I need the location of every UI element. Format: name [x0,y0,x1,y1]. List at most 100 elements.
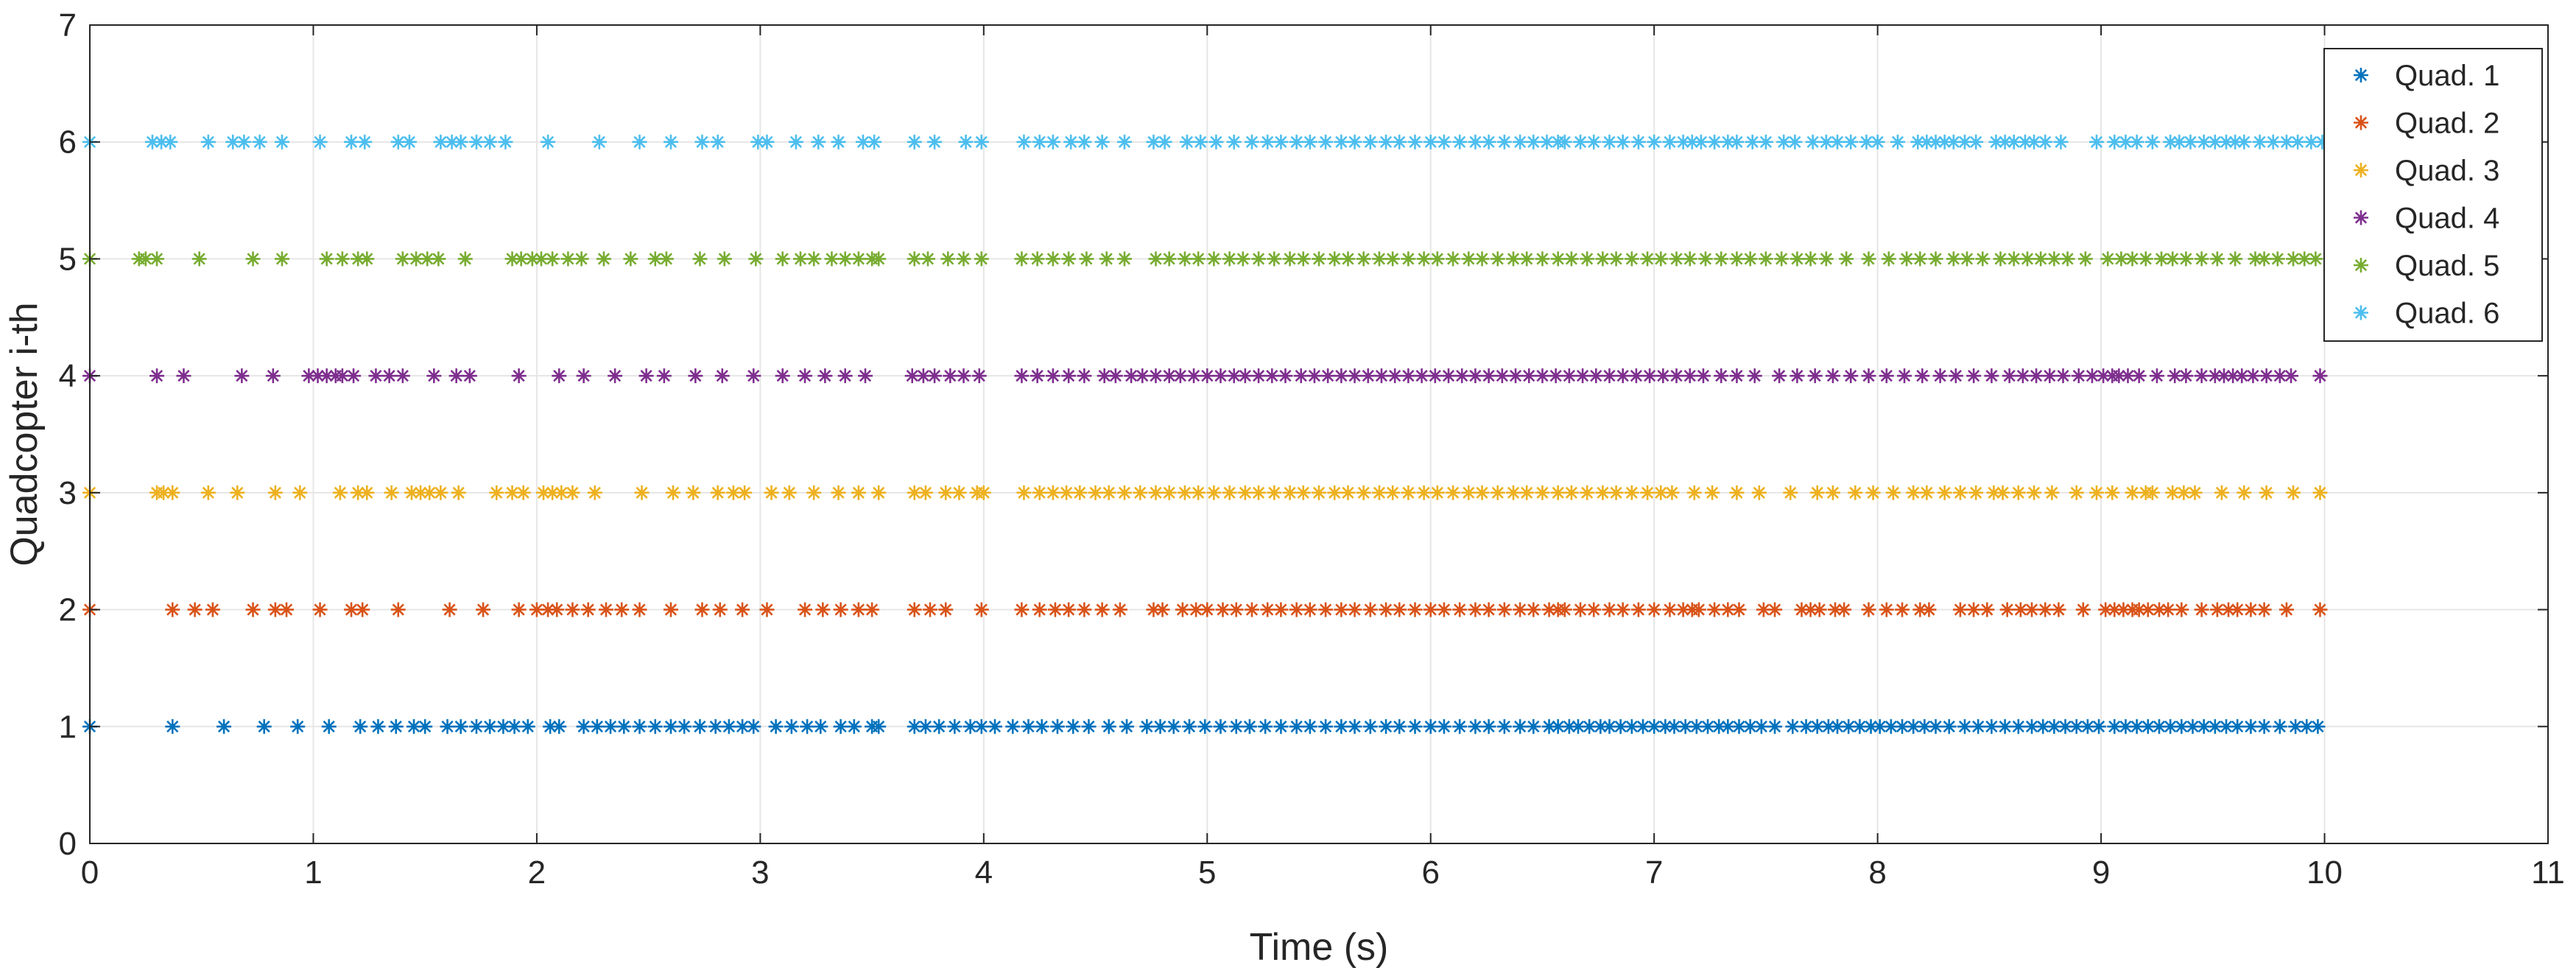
data-point [1429,485,1445,500]
data-point [149,251,165,267]
data-point [1753,719,1769,734]
data-point [418,719,433,734]
data-point [1861,251,1876,267]
data-point [1879,368,1894,384]
data-point [1312,485,1326,500]
data-point [837,368,853,384]
data-point [574,251,589,267]
data-point [2125,485,2140,500]
y-tick-label: 0 [59,826,77,862]
data-point [1061,368,1077,384]
data-point [1899,251,1915,267]
data-point [462,368,477,384]
data-point [1825,485,1840,500]
x-tick-label: 0 [81,855,99,891]
data-point [721,719,736,734]
data-point [2178,368,2194,384]
data-point [1825,368,1840,384]
data-point [725,485,741,500]
data-point [381,368,397,384]
data-point [353,719,368,734]
data-point [1072,485,1088,500]
data-point [1747,368,1762,384]
data-point [541,602,556,617]
data-point [1519,251,1535,267]
data-point [1222,251,1237,267]
data-point [1541,602,1557,617]
data-point [1968,485,1984,500]
data-point [274,134,289,150]
data-point [663,602,678,617]
data-point [529,602,544,617]
data-point [907,251,922,267]
data-point [256,719,272,734]
data-point [404,485,419,500]
data-point [1655,368,1671,384]
data-point [565,485,580,500]
data-point [1155,602,1170,617]
data-point [1251,368,1267,384]
data-point [1937,485,1952,500]
data-point [1172,368,1188,384]
data-point [2172,134,2187,150]
data-point [1452,134,1468,150]
y-tick-label: 5 [59,241,77,277]
data-point [1049,719,1065,734]
data-point [1602,719,1617,734]
data-point [2178,251,2194,267]
data-point [409,251,424,267]
data-point [764,485,779,500]
data-point [513,251,529,267]
data-point [1700,719,1716,734]
data-point [1273,134,1289,150]
data-point [1146,134,1161,150]
data-point [1005,719,1021,734]
data-point [638,368,654,384]
data-point [2165,251,2181,267]
data-point [692,251,708,267]
data-point [1045,368,1060,384]
data-point [963,719,978,734]
data-point [560,251,576,267]
data-point [1468,719,1483,734]
data-point [346,368,362,384]
data-point [1910,134,1926,150]
data-point [1952,485,1968,500]
data-point [504,251,520,267]
legend-label: Quad. 3 [2395,155,2499,187]
legend: Quad. 1 Quad. 2 Quad. 3 Quad. 4 Quad. 5 Quad.… [2323,48,2543,342]
data-point [2176,485,2192,500]
data-point [2105,485,2120,500]
data-point [788,134,803,150]
data-point [1099,251,1114,267]
series-4 [82,368,2328,384]
x-tick-label: 6 [1421,855,1439,891]
data-point [1535,485,1550,500]
data-point [1267,251,1282,267]
data-point [2024,719,2040,734]
data-point [292,485,308,500]
data-point [616,719,632,734]
data-point [1946,251,1961,267]
data-point [2107,719,2122,734]
data-point [904,368,920,384]
data-point [1032,602,1047,617]
data-point [2111,368,2127,384]
data-point [2272,368,2287,384]
data-point [1827,602,1843,617]
data-point [1664,485,1680,500]
data-point [1200,368,1215,384]
data-point [677,719,692,734]
data-point [1941,719,1957,734]
x-tick-label: 4 [975,855,993,891]
data-point [1966,602,1982,617]
data-point [1807,368,1823,384]
data-point [1116,251,1132,267]
data-point [1235,251,1250,267]
data-point [1215,602,1231,617]
data-point [1586,134,1602,150]
x-tick-label: 7 [1645,855,1663,891]
data-point [1550,719,1566,734]
data-point [468,134,484,150]
data-point [817,368,833,384]
